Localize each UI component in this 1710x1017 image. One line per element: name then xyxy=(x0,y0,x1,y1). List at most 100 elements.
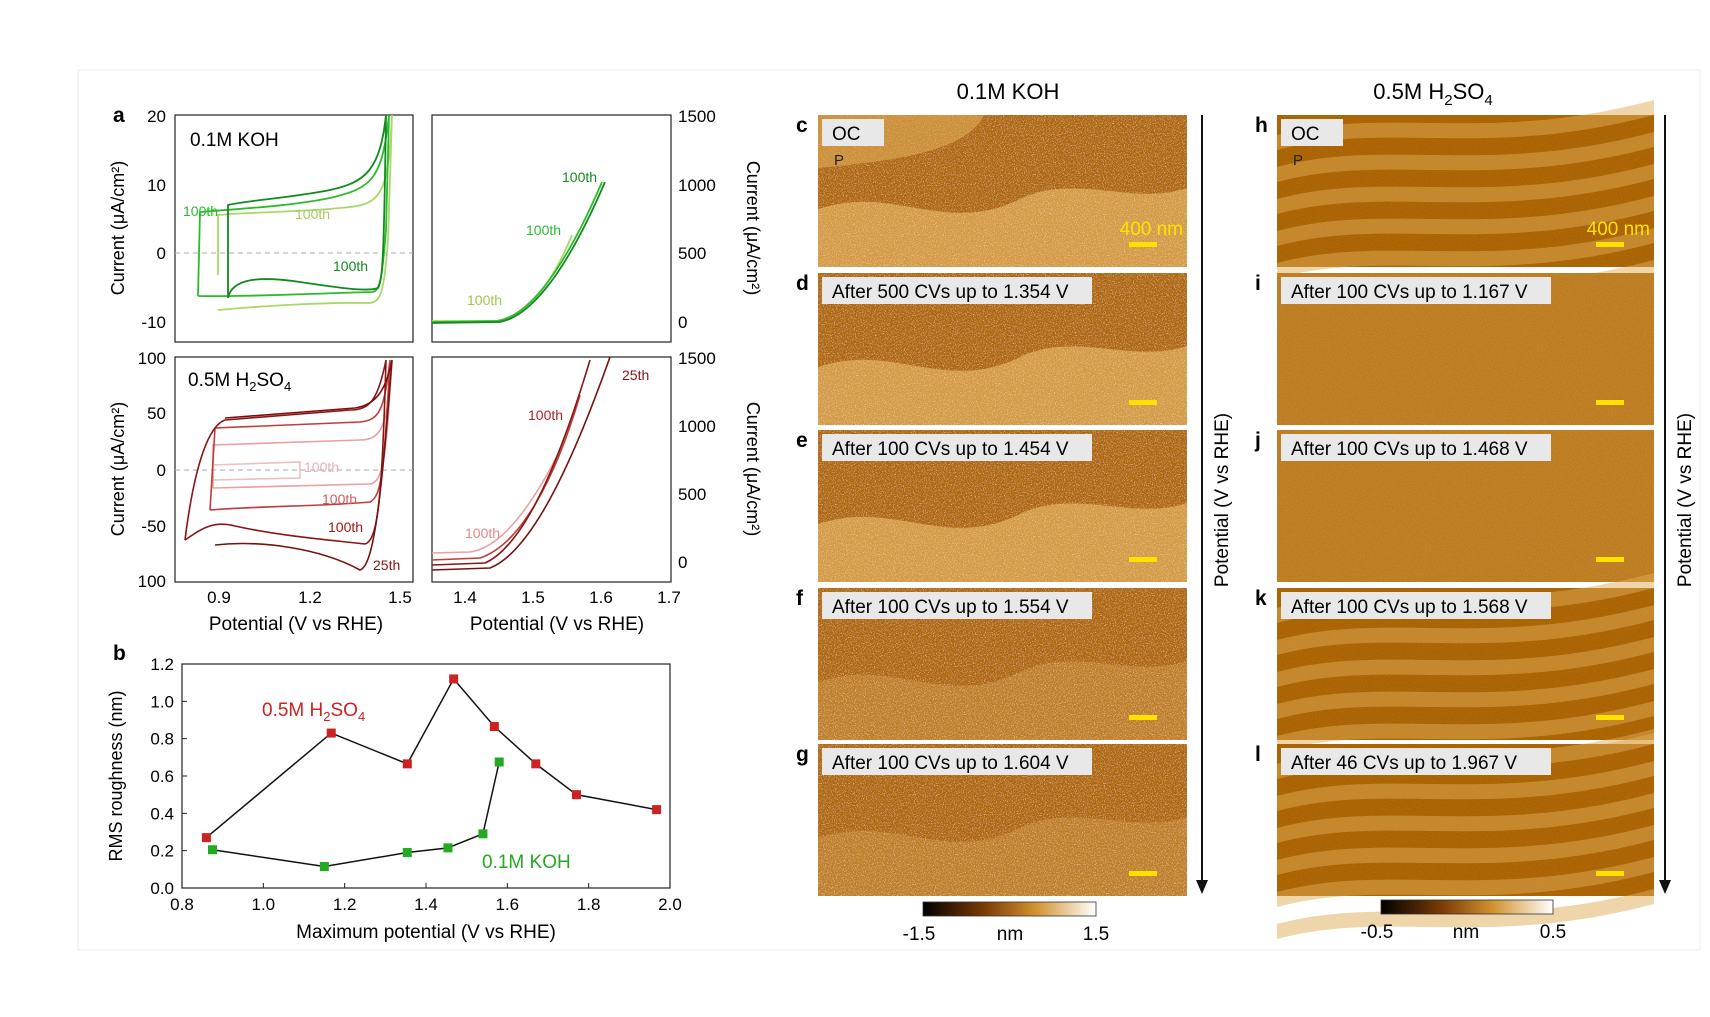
afm-caption: After 46 CVs up to 1.967 V xyxy=(1291,753,1517,774)
data-point xyxy=(652,805,662,815)
afm-caption: After 100 CVs up to 1.604 V xyxy=(832,753,1069,774)
curve-label: 100th xyxy=(465,525,500,541)
afm-caption-box xyxy=(822,434,1092,461)
y-axis-label: Current (μA/cm²) xyxy=(743,161,763,295)
data-point xyxy=(402,848,412,858)
curve-label: 100th xyxy=(526,222,561,238)
scalebar-label: 400 nm xyxy=(1587,219,1650,240)
afm-terrace xyxy=(818,187,1187,267)
arrow-head xyxy=(1196,880,1208,894)
panel-label-d: d xyxy=(796,272,809,295)
panel-label-g: g xyxy=(796,743,809,766)
y-tick: 0 xyxy=(157,461,166,480)
series-label-h2so4: 0.5M H2SO4 xyxy=(262,700,365,724)
afm-caption-box xyxy=(1281,277,1551,304)
afm-image-tile: d After 500 CVs up to 1.354 V xyxy=(796,272,1187,425)
afm-caption: OC xyxy=(832,124,861,145)
data-point xyxy=(326,728,336,738)
afm-caption-box xyxy=(1281,748,1551,775)
afm-step-band xyxy=(1277,100,1654,150)
scalebar xyxy=(1596,557,1624,562)
x-tick-label: 0.8 xyxy=(170,895,194,914)
curve-label: 100th xyxy=(304,459,339,475)
colorbar-gradient xyxy=(922,901,1097,917)
column-title-h2so4: 0.5M H2SO4 xyxy=(1373,79,1492,109)
y-tick-label: 0.4 xyxy=(150,804,174,823)
panel-label-f: f xyxy=(796,587,804,610)
afm-caption-box xyxy=(1281,592,1551,619)
afm-image-tile: f After 100 CVs up to 1.554 V xyxy=(796,587,1187,740)
y-tick-label: 0.2 xyxy=(150,842,174,861)
afm-step-band xyxy=(1277,857,1654,907)
afm-step-band xyxy=(1277,605,1654,655)
curve-label: 100th xyxy=(562,169,597,185)
y-axis-label: Current (μA/cm²) xyxy=(108,161,128,295)
curve-label: 100th xyxy=(333,258,368,274)
panel-label-i: i xyxy=(1255,272,1261,295)
scalebar xyxy=(1129,871,1157,876)
afm-image-tile: g After 100 CVs up to 1.604 V xyxy=(796,743,1187,896)
polarization-curve-dark xyxy=(431,359,591,566)
afm-step-band xyxy=(1277,701,1654,751)
cv-curve-light xyxy=(217,114,393,311)
afm-step-band xyxy=(1277,196,1654,246)
panel-label-h: h xyxy=(1255,114,1268,137)
curve-label: 100th xyxy=(528,407,563,423)
y-tick: 1500 xyxy=(678,107,716,126)
scalebar xyxy=(1129,242,1157,247)
axes-frame xyxy=(181,663,671,889)
y-tick-label: 1.2 xyxy=(150,655,174,674)
x-tick: 1.5 xyxy=(388,588,412,607)
curve-label: 100th xyxy=(295,206,330,222)
afm-step-band xyxy=(1277,164,1654,214)
polarization-curve-light xyxy=(431,449,561,554)
panel-a-top-left: 20 10 0 -10 Current (μA/cm²) 0.1M KOH 10… xyxy=(108,107,414,343)
curve-label: 100th xyxy=(467,292,502,308)
y-tick: 500 xyxy=(678,244,706,263)
colorbar-unit: nm xyxy=(1453,922,1479,943)
panel-label-k: k xyxy=(1255,587,1267,610)
panel-a-bottom-left: 100 50 0 -50 100 Current (μA/cm²) 0.5M H… xyxy=(108,349,414,635)
oc-marker: P xyxy=(834,152,844,169)
afm-image-tile: i After 100 CVs up to 1.167 V xyxy=(1255,272,1654,425)
scalebar-label: 400 nm xyxy=(1120,219,1183,240)
data-point xyxy=(478,829,488,839)
y-tick: 1000 xyxy=(678,417,716,436)
x-tick-label: 1.0 xyxy=(252,895,276,914)
y-tick: 1000 xyxy=(678,176,716,195)
data-point xyxy=(402,759,412,769)
cv-curve-25th xyxy=(214,359,393,571)
x-tick: 1.4 xyxy=(453,588,477,607)
afm-step-band xyxy=(1277,228,1654,278)
colorbar-min: -0.5 xyxy=(1361,922,1394,943)
colorbar-max: 1.5 xyxy=(1083,924,1109,945)
x-tick-label: 1.2 xyxy=(333,895,357,914)
colorbar-koh: -1.5 nm 1.5 xyxy=(903,901,1109,945)
y-tick: 10 xyxy=(147,176,166,195)
afm-caption-box xyxy=(822,277,1092,304)
panel-label-c: c xyxy=(796,114,808,137)
scalebar xyxy=(1596,400,1624,405)
scalebar xyxy=(1129,557,1157,562)
y-tick: 50 xyxy=(147,404,166,423)
panel-label-b: b xyxy=(113,642,126,665)
polarization-curve-25th xyxy=(431,356,611,571)
series-label-koh: 0.1M KOH xyxy=(482,852,571,873)
scalebar xyxy=(1129,400,1157,405)
data-point xyxy=(443,843,453,853)
x-axis-label: Potential (V vs RHE) xyxy=(470,614,644,635)
afm-step-band xyxy=(1277,761,1654,811)
panel-label-l: l xyxy=(1255,743,1261,766)
panel-label-e: e xyxy=(796,429,808,452)
potential-axis-label-h2so4: Potential (V vs RHE) xyxy=(1675,413,1696,587)
y-tick: -10 xyxy=(141,313,166,332)
y-tick: 500 xyxy=(678,485,706,504)
afm-caption: After 100 CVs up to 1.468 V xyxy=(1291,439,1528,460)
y-tick: 100 xyxy=(138,572,166,591)
series-line xyxy=(205,677,657,839)
x-tick: 1.6 xyxy=(589,588,613,607)
afm-caption: OC xyxy=(1291,124,1320,145)
scalebar xyxy=(1129,715,1157,720)
x-axis-label: Potential (V vs RHE) xyxy=(209,614,383,635)
